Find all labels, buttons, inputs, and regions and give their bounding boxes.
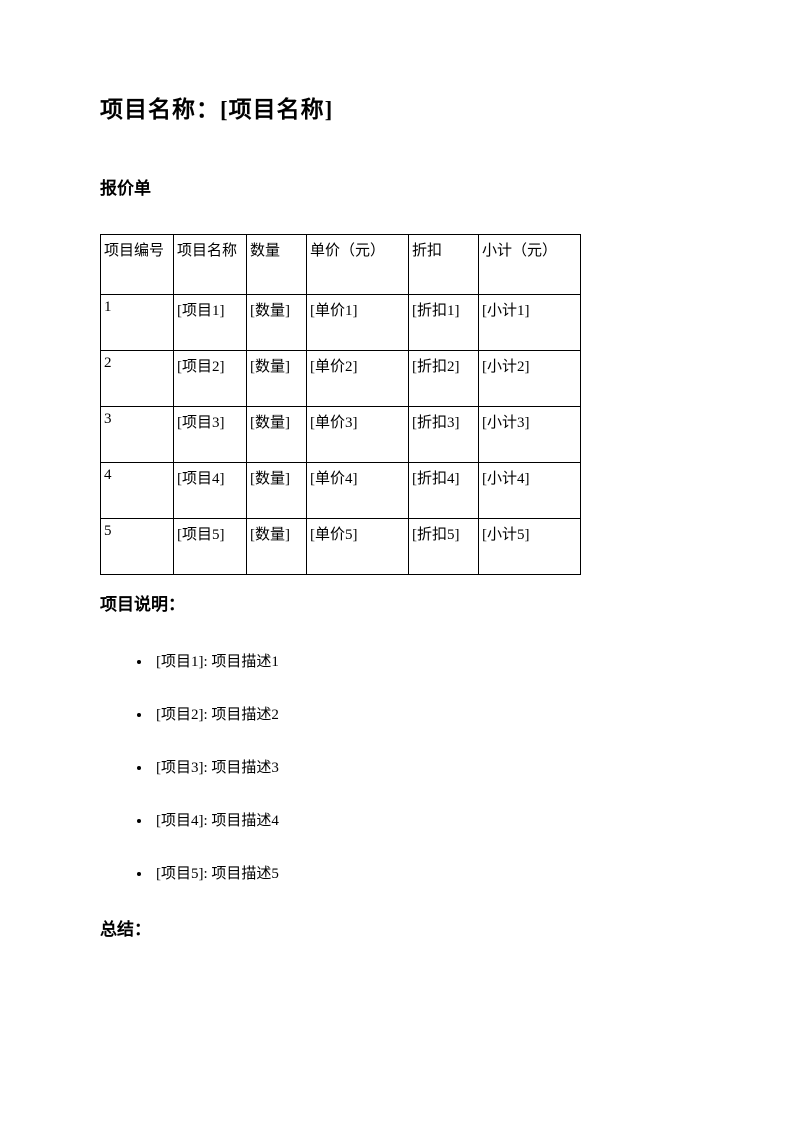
table-cell: [数量] xyxy=(247,463,307,519)
table-cell: [折扣2] xyxy=(409,351,479,407)
table-cell: 4 xyxy=(101,463,174,519)
table-cell: [单价5] xyxy=(307,519,409,575)
table-header-cell: 折扣 xyxy=(409,235,479,295)
table-cell: [折扣5] xyxy=(409,519,479,575)
table-cell: 2 xyxy=(101,351,174,407)
table-cell: [小计2] xyxy=(479,351,581,407)
table-cell: [数量] xyxy=(247,295,307,351)
table-cell: [数量] xyxy=(247,407,307,463)
summary-title: 总结： xyxy=(100,915,700,940)
table-row: 4 [项目4] [数量] [单价4] [折扣4] [小计4] xyxy=(101,463,581,519)
table-cell: 5 xyxy=(101,519,174,575)
sub-title: 报价单 xyxy=(100,174,700,199)
list-item: [项目4]: 项目描述4 xyxy=(152,809,700,830)
table-row: 5 [项目5] [数量] [单价5] [折扣5] [小计5] xyxy=(101,519,581,575)
table-cell: [折扣4] xyxy=(409,463,479,519)
list-item: [项目2]: 项目描述2 xyxy=(152,703,700,724)
table-cell: [小计3] xyxy=(479,407,581,463)
table-header-cell: 项目编号 xyxy=(101,235,174,295)
table-header-cell: 单价（元） xyxy=(307,235,409,295)
table-cell: [折扣1] xyxy=(409,295,479,351)
table-cell: [小计1] xyxy=(479,295,581,351)
table-cell: [项目3] xyxy=(174,407,247,463)
table-row: 1 [项目1] [数量] [单价1] [折扣1] [小计1] xyxy=(101,295,581,351)
table-cell: [数量] xyxy=(247,351,307,407)
table-header-row: 项目编号 项目名称 数量 单价（元） 折扣 小计（元） xyxy=(101,235,581,295)
table-cell: [项目2] xyxy=(174,351,247,407)
table-cell: [单价4] xyxy=(307,463,409,519)
main-title: 项目名称：[项目名称] xyxy=(100,90,700,124)
table-cell: [项目5] xyxy=(174,519,247,575)
list-item: [项目1]: 项目描述1 xyxy=(152,650,700,671)
table-cell: [项目1] xyxy=(174,295,247,351)
table-cell: 3 xyxy=(101,407,174,463)
list-item: [项目5]: 项目描述5 xyxy=(152,862,700,883)
price-table: 项目编号 项目名称 数量 单价（元） 折扣 小计（元） 1 [项目1] [数量]… xyxy=(100,234,581,575)
table-cell: [小计5] xyxy=(479,519,581,575)
table-row: 2 [项目2] [数量] [单价2] [折扣2] [小计2] xyxy=(101,351,581,407)
table-row: 3 [项目3] [数量] [单价3] [折扣3] [小计3] xyxy=(101,407,581,463)
description-title: 项目说明： xyxy=(100,590,700,615)
table-cell: [小计4] xyxy=(479,463,581,519)
table-cell: [数量] xyxy=(247,519,307,575)
table-cell: [折扣3] xyxy=(409,407,479,463)
table-header-cell: 数量 xyxy=(247,235,307,295)
table-cell: [单价3] xyxy=(307,407,409,463)
table-cell: [单价2] xyxy=(307,351,409,407)
table-cell: 1 xyxy=(101,295,174,351)
table-header-cell: 项目名称 xyxy=(174,235,247,295)
table-header-cell: 小计（元） xyxy=(479,235,581,295)
table-cell: [单价1] xyxy=(307,295,409,351)
table-cell: [项目4] xyxy=(174,463,247,519)
description-list: [项目1]: 项目描述1 [项目2]: 项目描述2 [项目3]: 项目描述3 [… xyxy=(100,650,700,883)
list-item: [项目3]: 项目描述3 xyxy=(152,756,700,777)
